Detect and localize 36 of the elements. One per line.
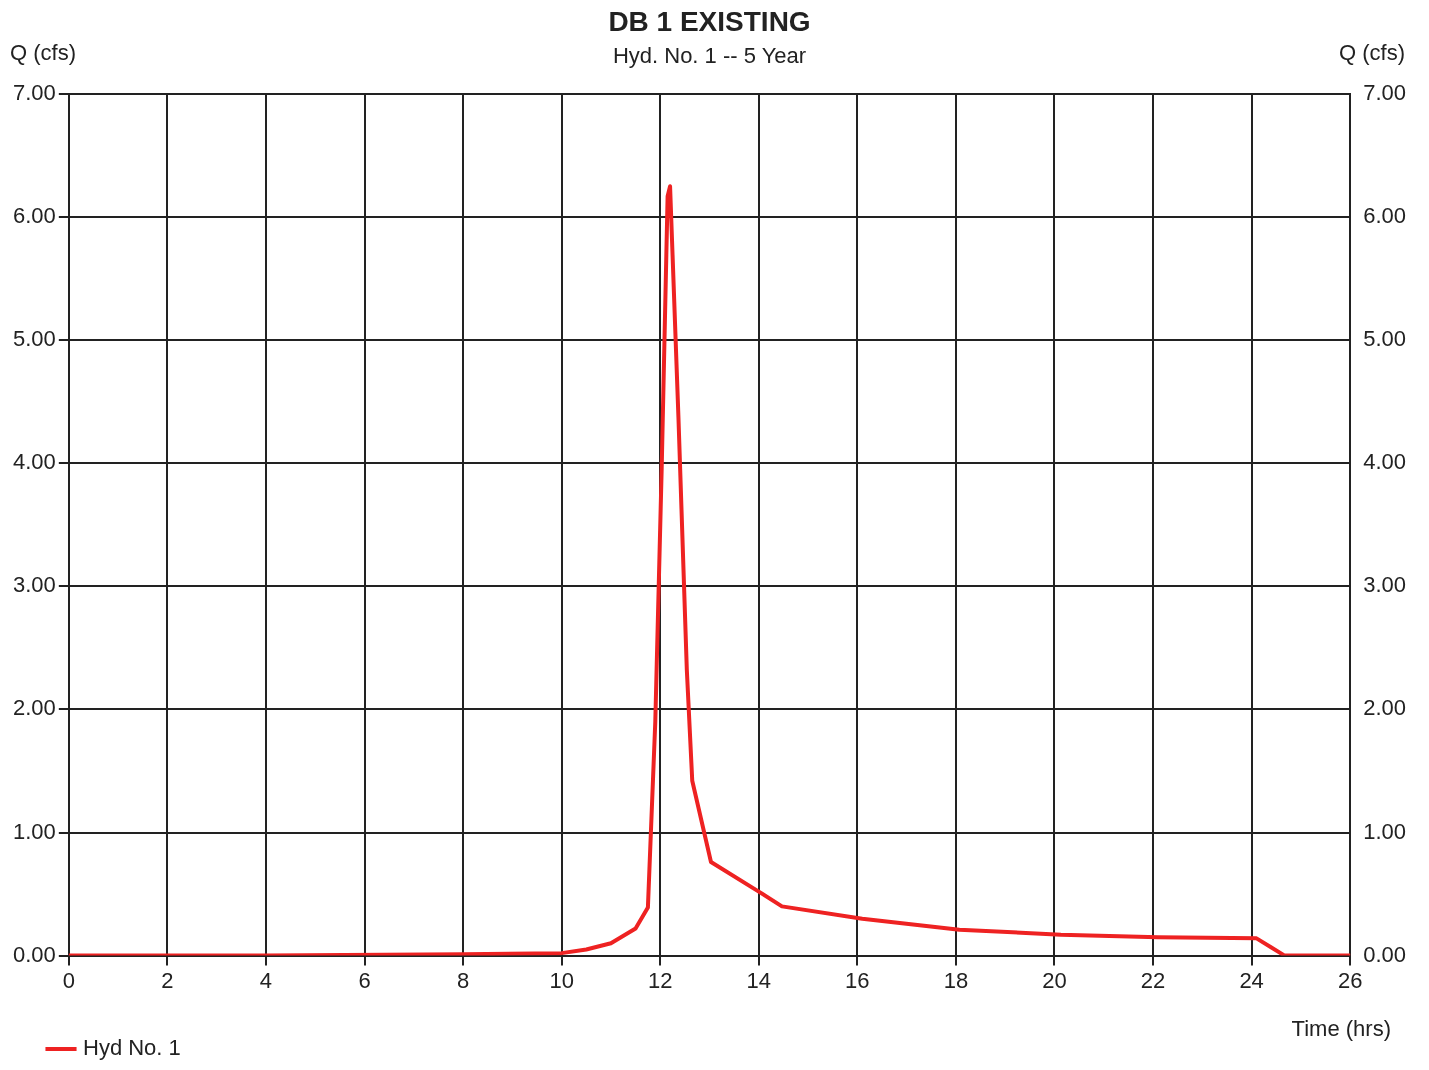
y-tick-label: 0.00 (12, 941, 56, 967)
x-tick-label: 20 (1042, 967, 1067, 993)
y-tick-label: 4.00 (12, 449, 56, 475)
legend-label: Hyd No. 1 (83, 1035, 181, 1061)
y-tick-label: 5.00 (12, 326, 56, 352)
x-tick-label: 2 (161, 967, 174, 993)
y2-tick-label: 6.00 (1363, 203, 1407, 229)
y2-tick-label: 2.00 (1363, 695, 1407, 721)
y2-axis-title: Q (cfs) (1339, 40, 1405, 65)
chart-subtitle: Hyd. No. 1 -- 5 Year (612, 42, 807, 68)
x-tick-label: 24 (1239, 967, 1264, 993)
x-tick-label: 4 (259, 967, 273, 993)
y-tick-label: 2.00 (12, 695, 56, 721)
x-tick-label: 6 (358, 967, 371, 993)
y2-tick-label: 4.00 (1363, 449, 1407, 475)
y-tick-label: 1.00 (12, 818, 56, 844)
x-tick-label: 10 (549, 967, 574, 993)
y2-tick-label: 0.00 (1363, 941, 1407, 967)
x-tick-label: 26 (1337, 967, 1363, 993)
x-tick-label: 12 (647, 967, 673, 993)
y2-tick-label: 3.00 (1363, 572, 1407, 598)
y-axis-title: Q (cfs) (10, 40, 76, 65)
y2-tick-label: 5.00 (1363, 326, 1407, 352)
x-axis-title: Time (hrs) (1291, 1015, 1391, 1041)
y-tick-label: 3.00 (12, 572, 56, 598)
x-tick-label: 14 (746, 967, 772, 993)
y-tick-label: 7.00 (12, 80, 56, 106)
x-tick-label: 8 (456, 967, 470, 993)
y2-tick-label: 7.00 (1363, 80, 1407, 106)
y2-tick-label: 1.00 (1363, 818, 1407, 844)
x-tick-label: 0 (62, 967, 75, 993)
x-tick-label: 22 (1140, 967, 1166, 993)
y-tick-label: 6.00 (12, 203, 56, 229)
x-tick-label: 18 (943, 967, 969, 993)
chart-title: DB 1 EXISTING (608, 5, 811, 37)
x-tick-label: 16 (845, 967, 870, 993)
